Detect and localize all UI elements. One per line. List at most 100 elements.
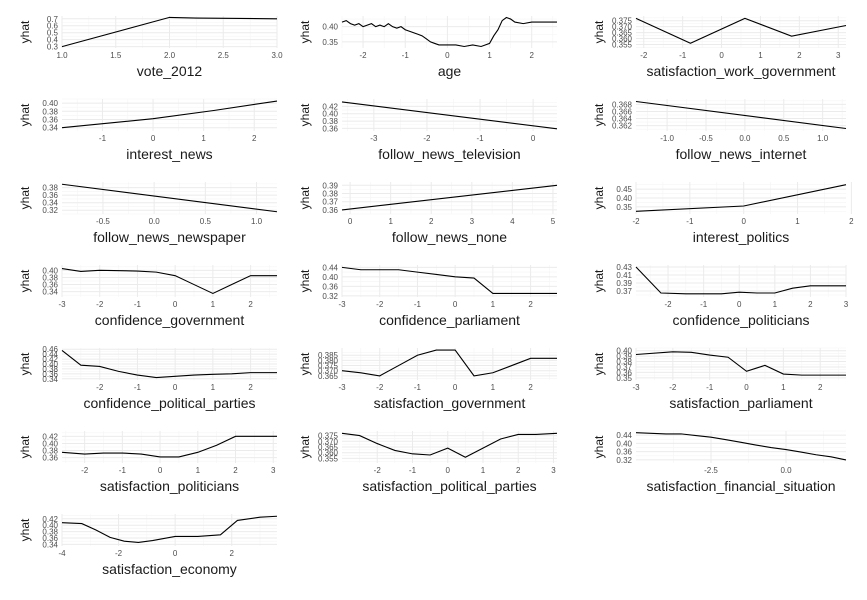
x-tick-label: 2 [248, 300, 253, 309]
y-tick-label: 0.40 [42, 439, 58, 448]
x-tick-label: 0 [158, 466, 163, 475]
y-tick-label: 0.40 [616, 347, 632, 356]
x-tick-label: -1 [679, 51, 687, 60]
y-tick-label: 0.355 [612, 40, 633, 49]
x-tick-label: 1.0 [56, 51, 68, 60]
series-line [635, 432, 847, 461]
y-tick-label: 0.42 [42, 355, 58, 364]
series-line [635, 17, 847, 44]
panel-major-grid [62, 348, 277, 380]
x-tick-label: 2 [248, 383, 253, 392]
series-line [341, 266, 557, 294]
x-tick-label: 1 [211, 300, 216, 309]
panel-major-grid [341, 265, 557, 297]
x-tick-label: 2 [797, 51, 802, 60]
y-tick-label: 0.36 [42, 370, 58, 379]
panel-minor-grid [62, 265, 277, 297]
y-tick-label: 0.40 [42, 266, 58, 275]
x-axis-label: satisfaction_economy [102, 561, 237, 577]
y-tick-label: 0.368 [612, 100, 633, 109]
panel-major-grid [636, 431, 846, 463]
y-tick-label: 0.360 [318, 449, 339, 458]
x-tick-label: 2 [529, 51, 534, 60]
y-tick-label: 0.39 [616, 352, 632, 361]
y-axis-label: yhat [18, 186, 32, 209]
y-tick-label: 0.360 [612, 35, 633, 44]
panel-minor-grid [636, 16, 846, 48]
x-tick-label: 0 [173, 300, 178, 309]
x-tick-label: -1 [700, 300, 708, 309]
x-tick-label: 1 [196, 466, 201, 475]
y-tick-label: 0.32 [42, 206, 58, 215]
x-axis-label: satisfaction_financial_situation [646, 478, 835, 494]
y-tick-label: 0.37 [322, 198, 338, 207]
x-tick-label: 2 [252, 134, 257, 143]
series-line [61, 268, 277, 295]
y-tick-label: 0.365 [318, 372, 339, 381]
y-axis-label: yhat [18, 518, 32, 541]
x-tick-label: -2 [376, 300, 384, 309]
x-tick-label: -1.0 [660, 134, 674, 143]
panel-major-grid [342, 16, 557, 48]
y-tick-label: 0.34 [42, 288, 58, 297]
y-tick-label: 0.370 [318, 367, 339, 376]
y-axis-label: yhat [298, 352, 312, 375]
x-tick-label: -2 [360, 51, 368, 60]
series-line [61, 350, 277, 379]
series-line [635, 184, 847, 212]
x-tick-label: 2 [233, 466, 238, 475]
y-tick-label: 0.375 [612, 17, 633, 26]
x-tick-label: 2 [516, 466, 521, 475]
x-tick-label: -2 [664, 300, 672, 309]
x-tick-label: 1 [481, 466, 486, 475]
y-axis-label: yhat [298, 269, 312, 292]
y-axis-label: yhat [592, 20, 606, 43]
y-tick-label: 0.36 [42, 281, 58, 290]
y-tick-label: 0.34 [42, 124, 58, 133]
x-tick-label: 3.0 [271, 51, 283, 60]
y-tick-label: 0.42 [42, 515, 58, 524]
x-axis-label: follow_news_newspaper [93, 229, 246, 245]
x-tick-label: 2 [808, 300, 813, 309]
x-axis-label: confidence_political_parties [84, 395, 256, 411]
y-tick-label: 0.40 [322, 110, 338, 119]
y-tick-label: 0.38 [42, 447, 58, 456]
x-tick-label: -2.5 [704, 466, 718, 475]
series-line [635, 266, 846, 295]
x-tick-label: -3 [370, 134, 378, 143]
panel-minor-grid [62, 182, 277, 215]
series-line [341, 16, 557, 48]
x-tick-label: -4 [58, 549, 66, 558]
x-tick-label: -1 [476, 134, 484, 143]
y-tick-label: 0.38 [42, 528, 58, 537]
panel-minor-grid [636, 265, 846, 297]
x-tick-label: 1.5 [110, 51, 122, 60]
x-axis-label: satisfaction_politicians [100, 478, 239, 494]
y-axis-label: yhat [18, 352, 32, 375]
y-tick-label: 0.39 [322, 181, 338, 190]
y-axis-label: yhat [592, 103, 606, 126]
y-axis-label: yhat [592, 352, 606, 375]
x-tick-label: 1 [795, 217, 800, 226]
y-tick-label: 0.36 [322, 124, 338, 133]
y-tick-label: 0.40 [42, 521, 58, 530]
y-tick-label: 0.46 [42, 345, 58, 354]
panel-satisfaction_parliament: 0.350.360.370.380.390.40 -3 -2 -1 0 1 2 satisfa… [592, 347, 846, 411]
y-tick-label: 0.38 [322, 117, 338, 126]
panel-confidence_parliament: 0.320.360.400.44 -3 -2 -1 0 1 2 confidence_parl… [298, 263, 557, 328]
y-tick-label: 0.40 [42, 99, 58, 108]
panel-major-grid [636, 99, 846, 131]
x-axis-label: confidence_parliament [379, 312, 520, 328]
y-tick-label: 0.36 [42, 116, 58, 125]
x-axis-label: interest_politics [693, 229, 790, 245]
series-line [635, 100, 847, 130]
x-axis-label: confidence_politicians [673, 312, 810, 328]
y-tick-label: 0.37 [616, 287, 632, 296]
x-tick-label: -0.5 [699, 134, 713, 143]
x-tick-label: -1 [686, 217, 694, 226]
x-tick-label: 0 [173, 383, 178, 392]
series-line [61, 16, 278, 48]
